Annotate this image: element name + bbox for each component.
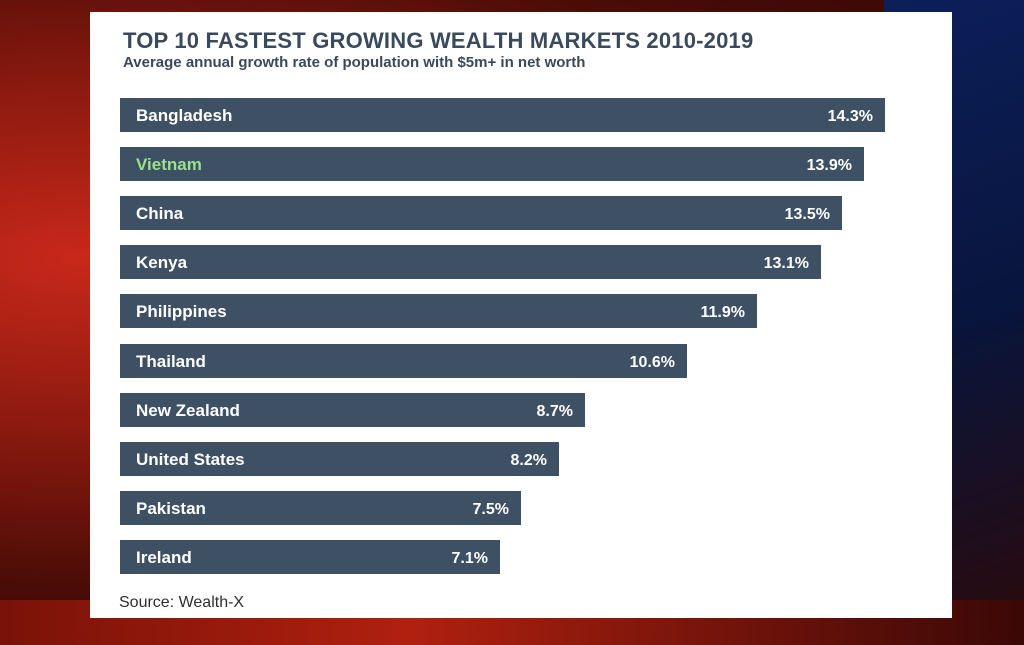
bar-ireland xyxy=(120,540,500,574)
value-label: 7.5% xyxy=(473,501,509,518)
value-label: 8.2% xyxy=(511,452,547,469)
category-label: Philippines xyxy=(136,302,227,321)
chart-subtitle: Average annual growth rate of population… xyxy=(123,54,586,71)
category-label: Vietnam xyxy=(136,155,202,174)
category-label: China xyxy=(136,204,184,223)
category-label: Thailand xyxy=(136,352,206,371)
bar-kenya xyxy=(120,245,821,279)
bar-new-zealand xyxy=(120,393,585,427)
bar-bangladesh xyxy=(120,98,885,132)
value-label: 7.1% xyxy=(452,550,488,567)
value-label: 11.9% xyxy=(701,304,745,321)
chart-panel: TOP 10 FASTEST GROWING WEALTH MARKETS 20… xyxy=(90,12,952,618)
category-label: Ireland xyxy=(136,548,192,567)
value-label: 13.1% xyxy=(764,255,809,272)
category-label: Pakistan xyxy=(136,499,206,518)
bar-chart: Bangladesh 14.3% Vietnam 13.9% China 13.5% Ken… xyxy=(120,98,885,574)
value-label: 13.5% xyxy=(785,206,830,223)
value-label: 13.9% xyxy=(807,157,852,174)
category-label: Kenya xyxy=(136,253,188,272)
bar-philippines xyxy=(120,294,757,328)
chart-source: Source: Wealth-X xyxy=(119,594,245,611)
bar-united-states xyxy=(120,442,559,476)
chart-title: TOP 10 FASTEST GROWING WEALTH MARKETS 20… xyxy=(123,28,754,53)
value-label: 10.6% xyxy=(630,354,675,371)
value-label: 8.7% xyxy=(537,403,573,420)
value-label: 14.3% xyxy=(828,108,873,125)
category-label: New Zealand xyxy=(136,401,240,420)
bar-china xyxy=(120,196,842,230)
category-label: United States xyxy=(136,450,245,469)
bar-vietnam xyxy=(120,147,864,181)
category-label: Bangladesh xyxy=(136,106,232,125)
bar-thailand xyxy=(120,344,687,378)
bar-pakistan xyxy=(120,491,521,525)
